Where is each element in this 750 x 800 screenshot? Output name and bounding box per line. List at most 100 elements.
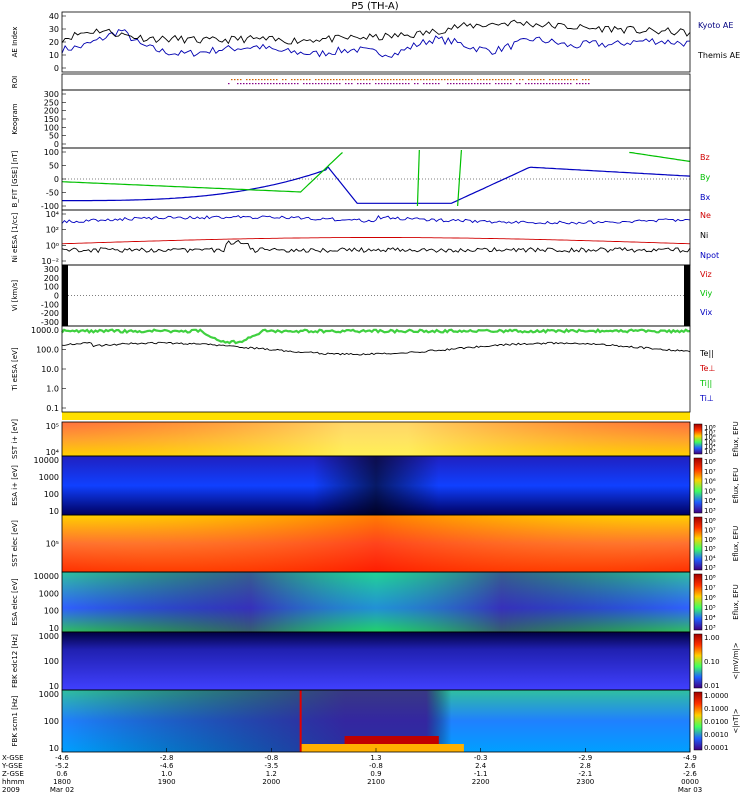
roi-mark bbox=[243, 83, 245, 85]
roi-mark bbox=[501, 79, 503, 81]
roi-mark bbox=[435, 83, 437, 85]
colorbar-tick: 10⁴ bbox=[704, 497, 716, 505]
roi-mark bbox=[537, 79, 539, 81]
colorbar bbox=[693, 691, 703, 751]
roi-mark bbox=[543, 83, 545, 85]
colorbar bbox=[693, 573, 703, 631]
roi-mark bbox=[414, 79, 416, 81]
roi-mark bbox=[387, 79, 389, 81]
colorbar-tick: 10⁴ bbox=[704, 555, 716, 563]
roi-mark bbox=[576, 79, 578, 81]
ne-line bbox=[61, 214, 691, 225]
by-jump bbox=[457, 149, 463, 207]
legend-te: Te⊥ bbox=[699, 364, 715, 373]
x-row-label: X-GSE bbox=[2, 754, 24, 762]
roi-mark bbox=[384, 79, 386, 81]
xtick-label: 0.6 bbox=[56, 770, 68, 778]
colorbar-tick: 10⁸ bbox=[704, 517, 716, 525]
roi-mark bbox=[465, 79, 467, 81]
roi-mark bbox=[330, 79, 332, 81]
spectrogram-base bbox=[62, 632, 690, 690]
roi-mark bbox=[585, 83, 587, 85]
roi-mark bbox=[489, 83, 491, 85]
xtick-label: 0000 bbox=[681, 778, 699, 786]
ytick-label: 0 bbox=[54, 64, 59, 73]
y-axis-label: FBK scm1 [Hz] bbox=[11, 695, 19, 746]
roi-mark bbox=[441, 79, 443, 81]
npot-line bbox=[61, 239, 691, 254]
roi-mark bbox=[504, 83, 506, 85]
roi-mark bbox=[411, 79, 413, 81]
ytick-label: 10 bbox=[49, 507, 59, 516]
roi-mark bbox=[495, 79, 497, 81]
roi-mark bbox=[480, 79, 482, 81]
roi-mark bbox=[552, 79, 554, 81]
roi-mark bbox=[279, 83, 281, 85]
roi-mark bbox=[249, 83, 251, 85]
roi-mark bbox=[384, 83, 386, 85]
roi-mark bbox=[375, 79, 377, 81]
x-row-label: Z-GSE bbox=[2, 770, 24, 778]
roi-mark bbox=[381, 79, 383, 81]
roi-mark bbox=[288, 83, 290, 85]
ytick-label: 0.1 bbox=[46, 404, 59, 413]
xtick-label: -4.9 bbox=[683, 754, 697, 762]
ytick-label: 50 bbox=[49, 162, 59, 171]
spectrogram-overlay bbox=[62, 422, 690, 456]
roi-mark bbox=[267, 79, 269, 81]
ytick-label: 100.0 bbox=[36, 346, 59, 355]
roi-mark bbox=[486, 79, 488, 81]
ytick-label: -300 bbox=[41, 318, 59, 327]
roi-mark bbox=[588, 83, 590, 85]
roi-mark bbox=[372, 79, 374, 81]
roi-mark bbox=[519, 83, 521, 85]
roi-mark bbox=[429, 83, 431, 85]
spectrogram-fbk_e bbox=[62, 632, 690, 690]
roi-mark bbox=[402, 83, 404, 85]
colorbar-tick: 1.0000 bbox=[704, 692, 729, 700]
plot-title: P5 (TH-A) bbox=[351, 1, 399, 12]
ytick-label: -50 bbox=[46, 189, 59, 198]
colorbar-tick: 10⁶ bbox=[704, 478, 716, 486]
roi-mark bbox=[498, 83, 500, 85]
ytick-label: 10 bbox=[49, 51, 59, 60]
y-axis-label: AE Index bbox=[11, 27, 19, 58]
y-axis-label: ROI bbox=[11, 76, 19, 88]
ytick-label: 150 bbox=[44, 115, 59, 124]
roi-mark bbox=[417, 83, 419, 85]
ytick-label: 300 bbox=[44, 90, 59, 99]
roi-mark bbox=[246, 83, 248, 85]
roi-mark bbox=[318, 83, 320, 85]
ytick-label: 1000 bbox=[39, 632, 59, 641]
roi-mark bbox=[387, 83, 389, 85]
roi-mark bbox=[237, 83, 239, 85]
roi-mark bbox=[270, 79, 272, 81]
roi-mark bbox=[324, 83, 326, 85]
roi-mark bbox=[573, 79, 575, 81]
legend-ne: Ne bbox=[700, 211, 711, 220]
roi-mark bbox=[240, 83, 242, 85]
roi-mark bbox=[480, 83, 482, 85]
ytick-label: 0 bbox=[54, 175, 59, 184]
colorbar-tick: 0.0001 bbox=[704, 744, 729, 752]
roi-mark bbox=[228, 83, 230, 85]
roi-mark bbox=[528, 79, 530, 81]
ytick-label: 10 bbox=[49, 624, 59, 633]
roi-mark bbox=[327, 83, 329, 85]
ytick-label: 250 bbox=[44, 98, 59, 107]
colorbar-tick: 10³ bbox=[704, 624, 716, 632]
legend-bz: Bz bbox=[700, 153, 710, 162]
roi-mark bbox=[351, 79, 353, 81]
roi-mark bbox=[465, 83, 467, 85]
roi-mark bbox=[300, 79, 302, 81]
roi-mark bbox=[462, 83, 464, 85]
roi-mark bbox=[432, 83, 434, 85]
xtick-label: 1900 bbox=[158, 778, 176, 786]
spectrogram-overlay bbox=[62, 456, 690, 515]
legend-te: Te|| bbox=[699, 349, 714, 358]
xtick-label: -5.2 bbox=[55, 762, 69, 770]
roi-mark bbox=[369, 83, 371, 85]
colorbar-tick: 10⁵ bbox=[704, 604, 716, 612]
roi-mark bbox=[402, 79, 404, 81]
ytick-label: 100 bbox=[44, 148, 59, 157]
